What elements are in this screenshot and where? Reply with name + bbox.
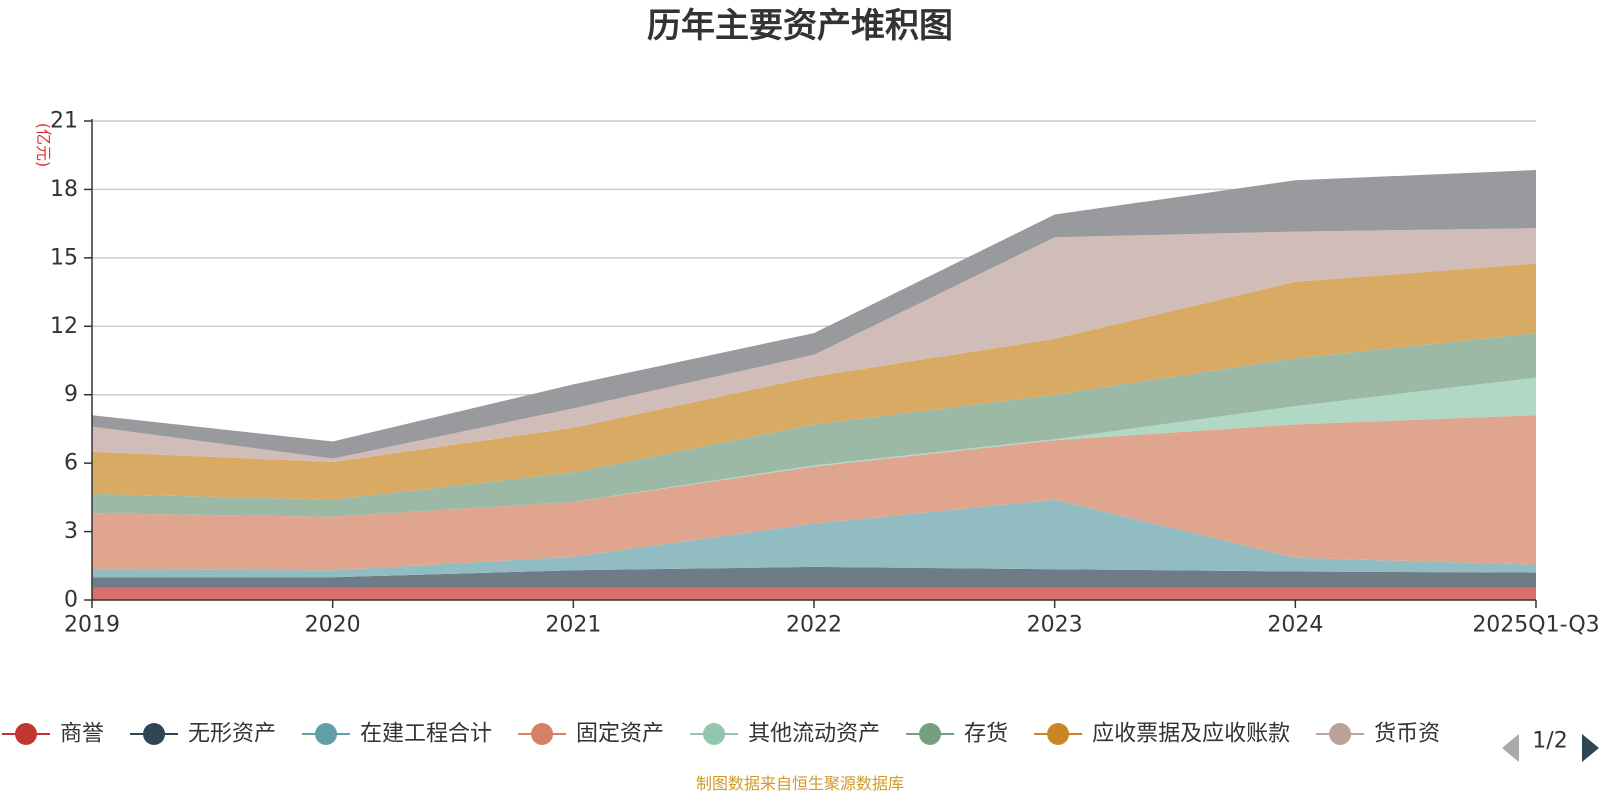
legend-item[interactable]: 固定资产 (518, 722, 664, 747)
legend-label: 无形资产 (188, 722, 276, 747)
y-tick-label: 9 (64, 382, 78, 407)
legend-label: 商誉 (60, 722, 104, 747)
legend-label: 存货 (964, 722, 1008, 747)
area-series (92, 566, 1536, 588)
y-tick-label: 18 (50, 177, 78, 202)
legend: 商誉 无形资产 在建工程合计 固定资产 其他流动资产 存货 应收票据及应收账款 货币资 (2, 722, 1440, 747)
legend-item[interactable]: 其他流动资产 (690, 722, 880, 747)
legend-item[interactable]: 商誉 (2, 722, 104, 747)
legend-prev-page-icon[interactable] (1502, 734, 1519, 762)
x-tick-label: 2025Q1-Q3 (1472, 613, 1599, 638)
legend-item[interactable]: 在建工程合计 (302, 722, 492, 747)
x-tick-label: 2021 (545, 613, 601, 638)
area-series (92, 228, 1536, 462)
data-source-note: 制图数据来自恒生聚源数据库 (696, 774, 904, 793)
chart-title: 历年主要资产堆积图 (647, 6, 953, 46)
y-tick-label: 0 (64, 588, 78, 613)
x-tick-label: 2020 (305, 613, 361, 638)
area-series (92, 263, 1536, 500)
legend-marker-icon (1047, 723, 1070, 745)
area-series-group (92, 170, 1536, 600)
y-tick-label: 3 (64, 519, 78, 544)
legend-label: 应收票据及应收账款 (1092, 722, 1290, 747)
x-tick-label: 2022 (786, 613, 842, 638)
legend-label: 货币资 (1374, 722, 1440, 747)
y-tick-label: 15 (50, 245, 78, 270)
legend-item[interactable]: 无形资产 (130, 722, 276, 747)
y-tick-label: 12 (50, 314, 78, 339)
axes: 0 3 6 9 12 15 18 21 2019 2020 2021 2022 2023 2024 2025… (50, 109, 1600, 638)
x-tick-label: 2019 (64, 613, 120, 638)
area-series (92, 587, 1536, 600)
legend-item[interactable]: 应收票据及应收账款 (1034, 722, 1290, 747)
legend-label: 在建工程合计 (360, 722, 492, 747)
legend-pager: 1/2 (1502, 729, 1599, 762)
y-axis-unit-text: 亿元 (34, 129, 53, 161)
legend-label: 其他流动资产 (748, 722, 880, 747)
legend-marker-icon (1329, 723, 1352, 745)
legend-marker-icon (315, 723, 338, 745)
x-tick-label: 2024 (1267, 613, 1323, 638)
y-tick-label: 21 (50, 109, 78, 134)
legend-page-indicator: 1/2 (1532, 729, 1567, 754)
legend-marker-icon (703, 723, 726, 745)
legend-item[interactable]: 货币资 (1316, 722, 1440, 747)
area-series (92, 170, 1536, 459)
y-axis-unit-label: (亿元) (34, 123, 53, 168)
area-series (92, 415, 1536, 571)
legend-marker-icon (919, 723, 942, 745)
area-series (92, 333, 1536, 517)
legend-next-page-icon[interactable] (1582, 734, 1599, 762)
area-series (92, 499, 1536, 578)
legend-marker-icon (531, 723, 554, 745)
legend-marker-icon (15, 723, 37, 745)
x-tick-label: 2023 (1027, 613, 1083, 638)
legend-marker-icon (143, 723, 166, 745)
legend-label: 固定资产 (576, 722, 664, 747)
y-tick-label: 6 (64, 451, 78, 476)
legend-item[interactable]: 存货 (906, 722, 1008, 747)
